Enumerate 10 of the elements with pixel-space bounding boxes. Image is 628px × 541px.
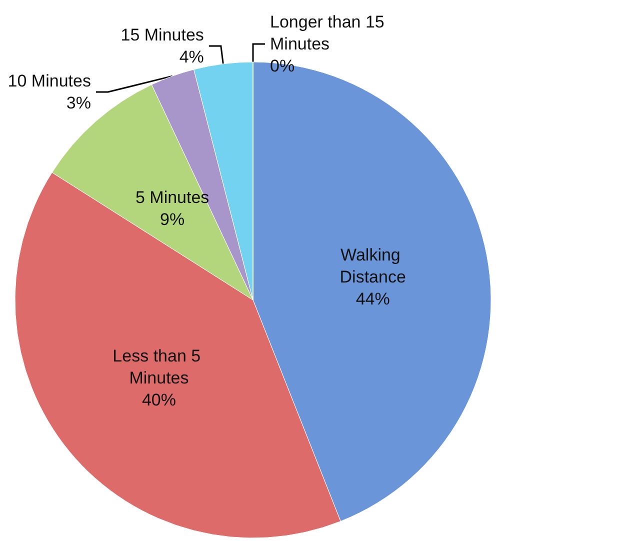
slice-label: Less than 5 Minutes bbox=[112, 346, 206, 388]
slice-label: 10 Minutes bbox=[8, 72, 91, 91]
data-label: 4% bbox=[179, 48, 204, 67]
category-label: Longer than 15 Minutes bbox=[270, 12, 384, 54]
data-label: 3% bbox=[66, 94, 91, 113]
data-label: 9% bbox=[160, 210, 185, 229]
data-label: 40% bbox=[142, 390, 176, 410]
slice-label: Walking Distance bbox=[340, 246, 406, 287]
data-label: 44% bbox=[356, 290, 390, 309]
slice-label: 15 Minutes bbox=[120, 26, 204, 45]
